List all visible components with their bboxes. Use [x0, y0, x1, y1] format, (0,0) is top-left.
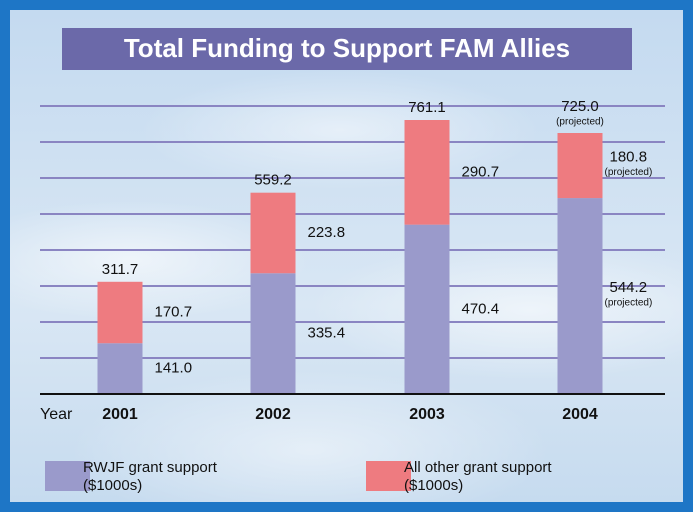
x-tick-label: 2001	[102, 406, 138, 423]
total-note: (projected)	[556, 117, 604, 128]
data-note: (projected)	[605, 167, 653, 178]
data-label: 290.7	[462, 163, 500, 180]
data-label: 223.8	[308, 224, 346, 241]
page: Total Funding to Support FAM Allies Year…	[0, 0, 693, 512]
bar-segment	[98, 282, 143, 343]
x-tick-label: 2003	[409, 406, 445, 423]
x-tick-label: 2004	[562, 406, 598, 423]
chart: Total Funding to Support FAM Allies Year…	[0, 0, 693, 512]
data-label: 544.2	[610, 279, 648, 296]
legend-label: All other grant support ($1000s)	[404, 459, 594, 495]
x-tick-label: 2002	[255, 406, 291, 423]
total-label: 559.2	[254, 172, 292, 189]
legend-label: RWJF grant support ($1000s)	[83, 459, 243, 495]
bar-segment	[251, 273, 296, 394]
total-label: 725.0	[561, 98, 599, 115]
data-label: 141.0	[155, 360, 193, 377]
bar-segment	[405, 120, 450, 225]
data-label: 470.4	[462, 300, 500, 317]
data-label: 170.7	[155, 303, 193, 320]
total-label: 311.7	[102, 261, 138, 278]
data-label: 180.8	[610, 149, 648, 166]
total-label: 761.1	[408, 99, 446, 116]
bar-segment	[98, 343, 143, 394]
bar-segment	[405, 225, 450, 394]
bar-segment	[251, 193, 296, 274]
x-axis-label: Year	[40, 406, 73, 423]
bar-segment	[558, 198, 603, 394]
bar-segment	[558, 133, 603, 198]
chart-title: Total Funding to Support FAM Allies	[124, 33, 570, 63]
data-note: (projected)	[605, 298, 653, 309]
data-label: 335.4	[308, 325, 346, 342]
